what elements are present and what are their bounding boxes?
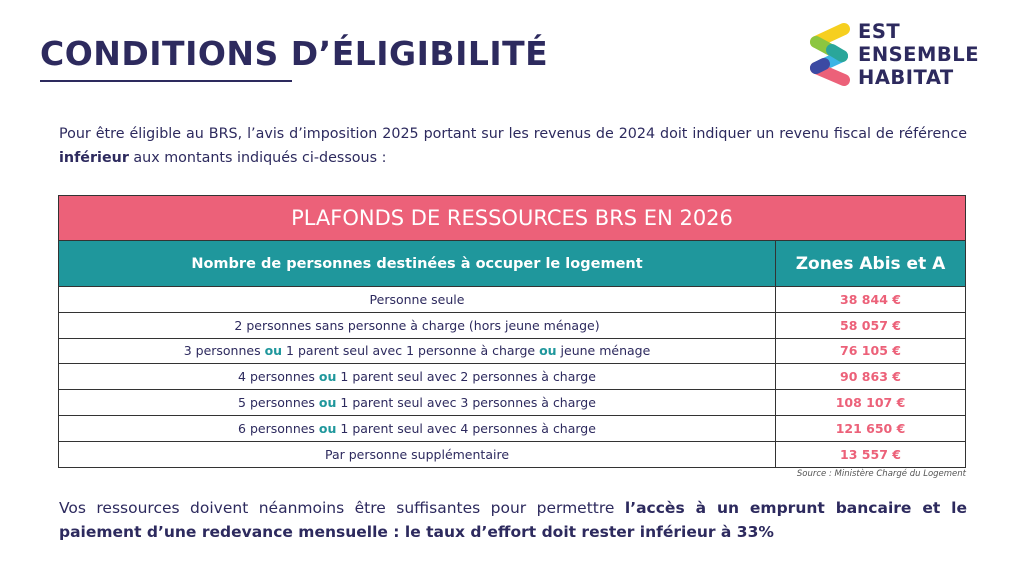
or-keyword: ou <box>318 395 337 411</box>
logo-line: HABITAT <box>858 66 954 89</box>
label-text: jeune ménage <box>556 343 651 359</box>
table-title: PLAFONDS DE RESSOURCES BRS EN 2026 <box>59 196 965 240</box>
label-text: Par personne supplémentaire <box>324 446 510 462</box>
label-text: Personne seule <box>369 291 465 307</box>
or-keyword: ou <box>264 343 283 359</box>
page-title: CONDITIONS D’ÉLIGIBILITÉ <box>40 34 549 73</box>
column-header-household: Nombre de personnes destinées à occuper … <box>59 241 776 286</box>
household-label: 6 personnes ou 1 parent seul avec 4 pers… <box>238 421 596 436</box>
label-text: 1 parent seul avec 1 personne à charge <box>282 343 540 359</box>
intro-bold: inférieur <box>59 150 129 166</box>
table-row: 3 personnes ou 1 parent seul avec 1 pers… <box>59 337 965 364</box>
household-label: 4 personnes ou 1 parent seul avec 2 pers… <box>238 369 596 384</box>
household-cell: Par personne supplémentaire <box>59 441 776 467</box>
ceiling-value: 108 107 € <box>835 395 906 411</box>
table-header-row: Nombre de personnes destinées à occuper … <box>59 240 965 286</box>
household-label: Personne seule <box>370 292 465 307</box>
household-cell: 3 personnes ou 1 parent seul avec 1 pers… <box>59 338 776 364</box>
title-underline <box>40 80 292 82</box>
intro-paragraph: Pour être éligible au BRS, l’avis d’impo… <box>59 122 967 170</box>
or-keyword: ou <box>318 420 337 436</box>
or-keyword: ou <box>318 369 337 385</box>
table-row: 4 personnes ou 1 parent seul avec 2 pers… <box>59 363 965 390</box>
outro-bold: l’accès à un emprunt bancaire et le paie… <box>59 499 967 541</box>
or-keyword: ou <box>539 343 557 359</box>
label-text: 5 personnes <box>238 395 319 411</box>
label-text: 3 personnes <box>183 343 265 359</box>
ceiling-value: 38 844 € <box>840 291 901 307</box>
logo-line: ENSEMBLE <box>858 43 980 66</box>
household-label: 3 personnes ou 1 parent seul avec 1 pers… <box>184 343 651 358</box>
table-row: 6 personnes ou 1 parent seul avec 4 pers… <box>59 414 965 441</box>
ceiling-value: 121 650 € <box>835 420 906 436</box>
household-label: Par personne supplémentaire <box>325 447 509 462</box>
ceiling-value: 58 057 € <box>840 317 901 333</box>
ceiling-value: 90 863 € <box>840 369 901 385</box>
logo-text: EST ENSEMBLE HABITAT <box>858 20 979 89</box>
label-text: 1 parent seul avec 3 personnes à charge <box>336 395 596 411</box>
label-text: 4 personnes <box>238 369 319 385</box>
logo-line: EST <box>858 20 901 43</box>
household-cell: 5 personnes ou 1 parent seul avec 3 pers… <box>59 390 776 415</box>
household-label: 5 personnes ou 1 parent seul avec 3 pers… <box>238 395 596 410</box>
table-row: Personne seule 38 844 € <box>59 286 965 312</box>
income-ceiling-table: PLAFONDS DE RESSOURCES BRS EN 2026 Nombr… <box>58 195 966 468</box>
logo: EST ENSEMBLE HABITAT <box>806 20 996 90</box>
intro-text: aux montants indiqués ci-dessous : <box>128 150 387 166</box>
label-text: 6 personnes <box>238 420 319 436</box>
source-note: Source : Ministère Chargé du Logement <box>796 469 966 479</box>
label-text: 1 parent seul avec 2 personnes à charge <box>336 369 596 385</box>
household-label: 2 personnes sans personne à charge (hors… <box>234 318 599 333</box>
household-cell: 6 personnes ou 1 parent seul avec 4 pers… <box>59 415 776 441</box>
table-row: 2 personnes sans personne à charge (hors… <box>59 311 965 338</box>
label-text: 2 personnes sans personne à charge (hors… <box>234 317 600 333</box>
logo-mark-icon <box>810 23 850 86</box>
ceiling-value: 13 557 € <box>840 446 901 462</box>
column-header-zones: Zones Abis et A <box>795 253 946 274</box>
household-cell: 2 personnes sans personne à charge (hors… <box>59 312 776 338</box>
table-row: Par personne supplémentaire 13 557 € <box>59 440 965 467</box>
outro-text: Vos ressources doivent néanmoins être su… <box>59 499 625 517</box>
label-text: 1 parent seul avec 4 personnes à charge <box>336 420 596 436</box>
outro-paragraph: Vos ressources doivent néanmoins être su… <box>59 496 967 544</box>
table-row: 5 personnes ou 1 parent seul avec 3 pers… <box>59 389 965 415</box>
household-cell: Personne seule <box>59 287 776 312</box>
intro-text: Pour être éligible au BRS, l’avis d’impo… <box>59 126 967 142</box>
household-cell: 4 personnes ou 1 parent seul avec 2 pers… <box>59 364 776 390</box>
ceiling-value: 76 105 € <box>840 343 901 359</box>
